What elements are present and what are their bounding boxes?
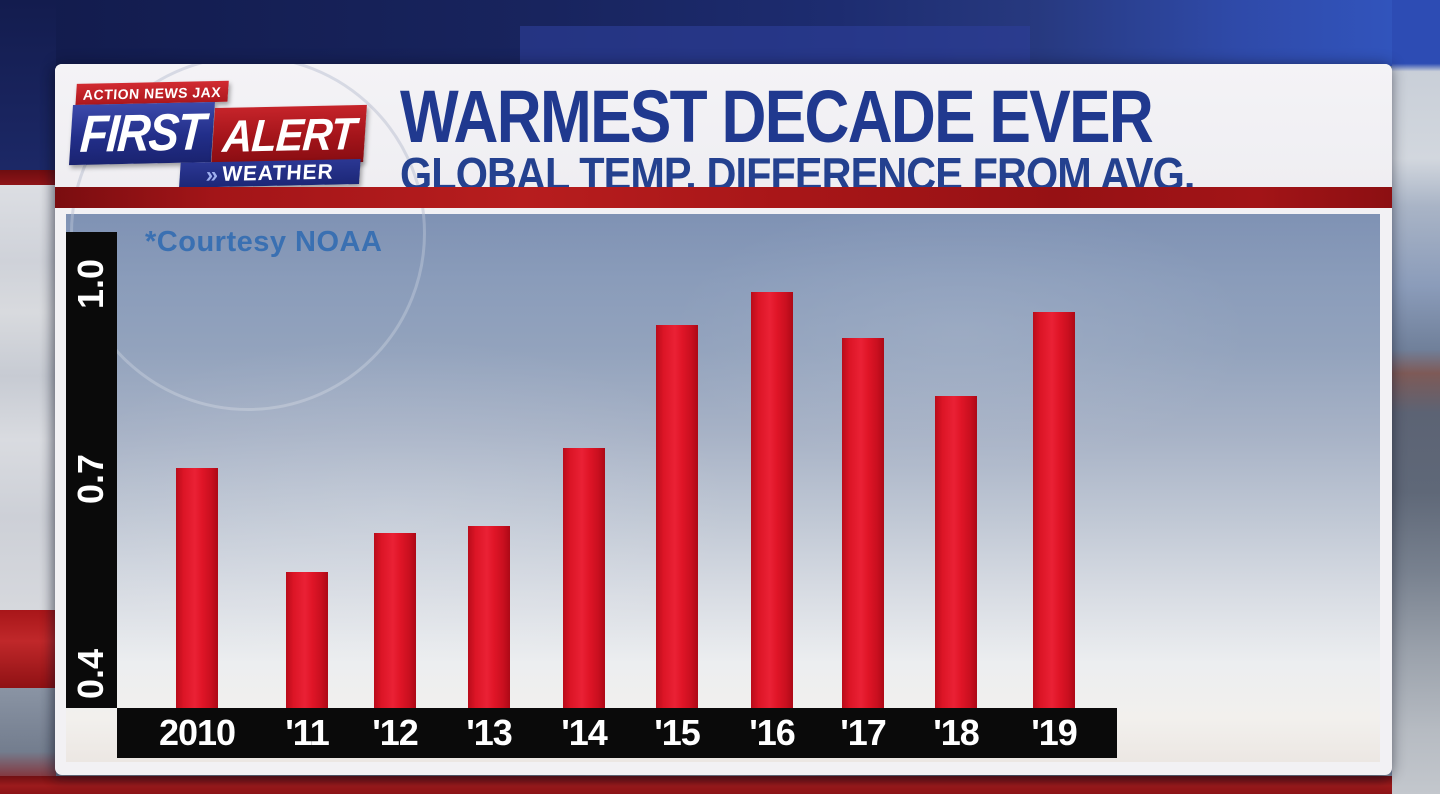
- y-tick-label-1.0: 1.0: [70, 258, 111, 310]
- x-label-18: '18: [933, 712, 980, 753]
- bar-11: [286, 571, 328, 708]
- bar-13: [468, 526, 510, 708]
- logo-alert-text: ALERT: [221, 107, 358, 162]
- x-label-14: '14: [561, 712, 608, 753]
- bar-12: [374, 532, 416, 708]
- x-label-17: '17: [840, 712, 887, 753]
- x-label-19: '19: [1031, 712, 1078, 753]
- studio-background-bottom-red-band: [0, 776, 1392, 794]
- source-note: *Courtesy NOAA: [145, 226, 383, 258]
- bar-17: [842, 337, 884, 708]
- bar-16: [751, 292, 793, 708]
- y-axis-bar: 1.0 0.7 0.4: [66, 232, 117, 708]
- x-label-2010: 2010: [158, 712, 236, 753]
- y-tick-label-0.4: 0.4: [70, 648, 111, 700]
- chevrons-icon: »: [205, 161, 220, 187]
- page-title: WARMEST DECADE EVER: [400, 75, 1154, 158]
- chart-plot: *Courtesy NOAA 1.0 0.7 0.4 2010 '11 '12 '13 '1…: [66, 214, 1380, 762]
- studio-left-navy-band: [0, 0, 56, 170]
- x-axis-bar: [117, 708, 1117, 758]
- bar-14: [563, 448, 605, 708]
- title-block: WARMEST DECADE EVER GLOBAL TEMP. DIFFERE…: [400, 75, 1295, 198]
- red-divider-bar: [55, 187, 1392, 208]
- studio-background-top-panel: [520, 26, 1030, 66]
- bar-18: [935, 396, 977, 708]
- logo-alert-box: ALERT: [211, 104, 367, 166]
- x-label-15: '15: [654, 712, 701, 753]
- logo-weather-text: WEATHER: [221, 160, 335, 186]
- x-label-13: '13: [466, 712, 513, 753]
- studio-left-red-band: [0, 610, 56, 688]
- bar-2010: [176, 467, 218, 708]
- logo-first-box: FIRST: [68, 102, 215, 166]
- studio-background-left: [0, 0, 56, 794]
- studio-left-red-line: [0, 170, 56, 185]
- x-label-11: '11: [285, 712, 330, 753]
- bar-15: [656, 324, 698, 708]
- graphic-header: WARMEST DECADE EVER GLOBAL TEMP. DIFFERE…: [55, 64, 1392, 411]
- logo-weather-strip: » WEATHER: [179, 158, 361, 188]
- weather-graphic-panel: WARMEST DECADE EVER GLOBAL TEMP. DIFFERE…: [55, 64, 1392, 775]
- bar-19: [1033, 311, 1075, 708]
- studio-background-right: [1392, 0, 1440, 794]
- studio-left-gray-panels: [0, 185, 56, 610]
- x-label-16: '16: [749, 712, 796, 753]
- logo-first-text: FIRST: [78, 103, 206, 164]
- y-tick-label-0.7: 0.7: [70, 453, 111, 505]
- x-label-12: '12: [372, 712, 419, 753]
- first-alert-weather-logo: ACTION NEWS JAX FIRST ALERT » WEATHER: [66, 78, 368, 190]
